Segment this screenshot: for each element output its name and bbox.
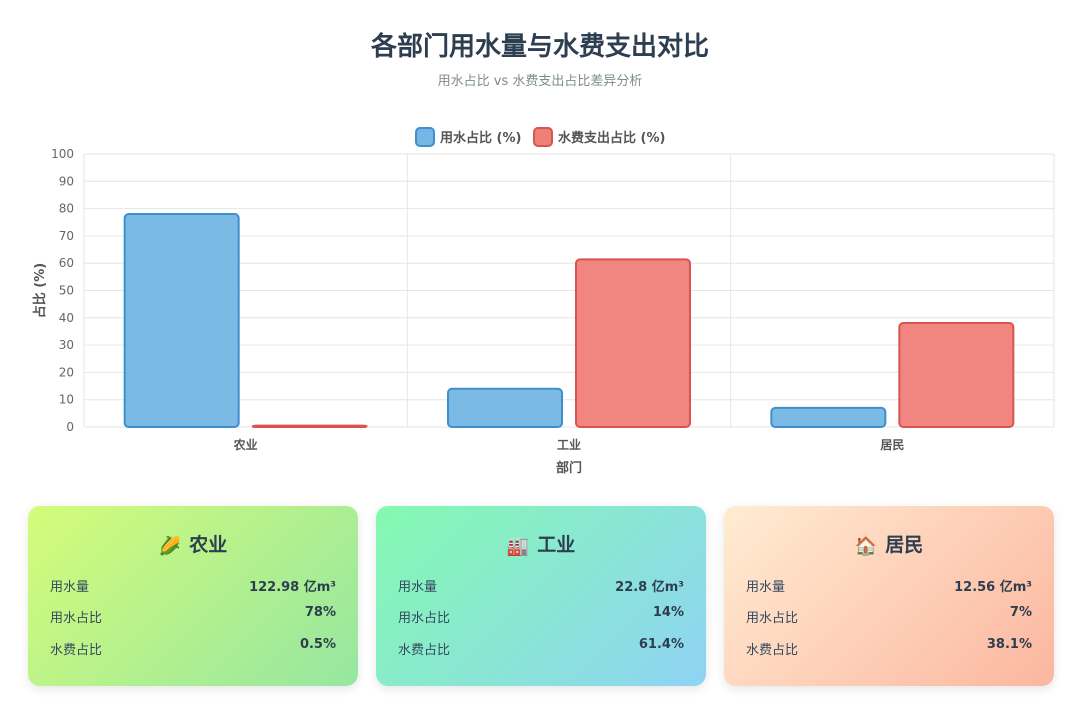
bar-water-share xyxy=(770,406,887,429)
row-value: 22.8 亿m³ xyxy=(615,580,684,595)
row-value: 122.98 亿m³ xyxy=(249,580,336,595)
y-tick-label: 10 xyxy=(59,393,74,407)
card-title: 农业 xyxy=(189,534,228,556)
corn-icon: 🌽 xyxy=(158,536,182,557)
y-tick-label: 100 xyxy=(51,147,74,161)
card-title: 工业 xyxy=(537,534,576,556)
row-value: 78% xyxy=(304,605,336,620)
card-residential: 🏠 居民 用水量 12.56 亿m³ 用水占比 7% 水费占比 38.1% xyxy=(724,506,1054,686)
card-industry: 🏭 工业 用水量 22.8 亿m³ 用水占比 14% 水费占比 61.4% xyxy=(376,506,706,686)
x-tick-label: 农业 xyxy=(233,437,258,452)
row-label: 用水量 xyxy=(398,580,438,595)
department-cards: 🌽 农业 用水量 122.98 亿m³ 用水占比 78% 水费占比 0.5% 🏭 工… xyxy=(28,506,1054,686)
y-tick-label: 40 xyxy=(59,311,74,325)
bar-water-share xyxy=(447,387,563,428)
y-tick-label: 50 xyxy=(59,284,74,298)
row-value: 12.56 亿m³ xyxy=(954,580,1032,595)
row-label: 用水占比 xyxy=(50,611,103,626)
bar-fee-share xyxy=(575,258,691,428)
row-label: 水费占比 xyxy=(50,643,103,658)
row-label: 水费占比 xyxy=(746,643,799,658)
card-header: 🏭 工业 xyxy=(376,530,706,557)
row-value: 0.5% xyxy=(299,637,336,652)
x-tick-label: 工业 xyxy=(557,437,581,452)
page-title: 各部门用水量与水费支出对比 xyxy=(370,32,709,62)
row-label: 水费占比 xyxy=(398,643,451,658)
card-row-water-share: 用水占比 78% xyxy=(50,605,336,627)
legend-swatch xyxy=(533,127,553,147)
house-icon: 🏠 xyxy=(854,536,878,557)
card-row-water-volume: 用水量 22.8 亿m³ xyxy=(398,576,684,596)
factory-icon: 🏭 xyxy=(506,536,530,557)
row-value: 7% xyxy=(1009,605,1032,620)
y-tick-label: 0 xyxy=(66,420,74,434)
card-row-fee-share: 水费占比 0.5% xyxy=(50,637,336,659)
row-value: 38.1% xyxy=(986,637,1032,652)
row-label: 用水占比 xyxy=(398,611,451,626)
bar-fee-share xyxy=(251,424,368,429)
bar-fee-share xyxy=(898,321,1015,428)
card-title: 居民 xyxy=(885,534,924,556)
card-header: 🌽 农业 xyxy=(28,530,358,557)
y-tick-label: 60 xyxy=(59,256,74,270)
y-tick-label: 30 xyxy=(59,338,74,352)
legend-label: 用水占比 (%) xyxy=(439,130,521,146)
y-tick-label: 90 xyxy=(59,174,74,188)
page-subtitle: 用水占比 vs 水费支出占比差异分析 xyxy=(437,74,643,89)
x-axis-title: 部门 xyxy=(556,460,582,476)
row-label: 用水量 xyxy=(746,580,786,595)
card-row-water-volume: 用水量 122.98 亿m³ xyxy=(50,576,336,596)
y-axis-title: 占比 (%) xyxy=(32,263,48,318)
y-tick-label: 80 xyxy=(59,202,74,216)
card-row-fee-share: 水费占比 61.4% xyxy=(398,637,684,659)
legend-label: 水费支出占比 (%) xyxy=(558,130,665,146)
row-label: 用水量 xyxy=(50,580,90,595)
card-row-water-volume: 用水量 12.56 亿m³ xyxy=(746,576,1032,596)
card-header: 🏠 居民 xyxy=(724,530,1054,557)
x-tick-label: 居民 xyxy=(880,438,904,452)
y-tick-label: 20 xyxy=(59,365,74,379)
card-row-water-share: 用水占比 14% xyxy=(398,605,684,627)
row-value: 61.4% xyxy=(638,637,684,652)
bar-water-share xyxy=(123,213,240,428)
card-agriculture: 🌽 农业 用水量 122.98 亿m³ 用水占比 78% 水费占比 0.5% xyxy=(28,506,358,686)
card-row-fee-share: 水费占比 38.1% xyxy=(746,637,1032,659)
legend-swatch xyxy=(415,127,435,147)
row-value: 14% xyxy=(652,605,684,620)
y-tick-label: 70 xyxy=(59,229,74,243)
row-label: 用水占比 xyxy=(746,611,799,626)
card-row-water-share: 用水占比 7% xyxy=(746,605,1032,627)
